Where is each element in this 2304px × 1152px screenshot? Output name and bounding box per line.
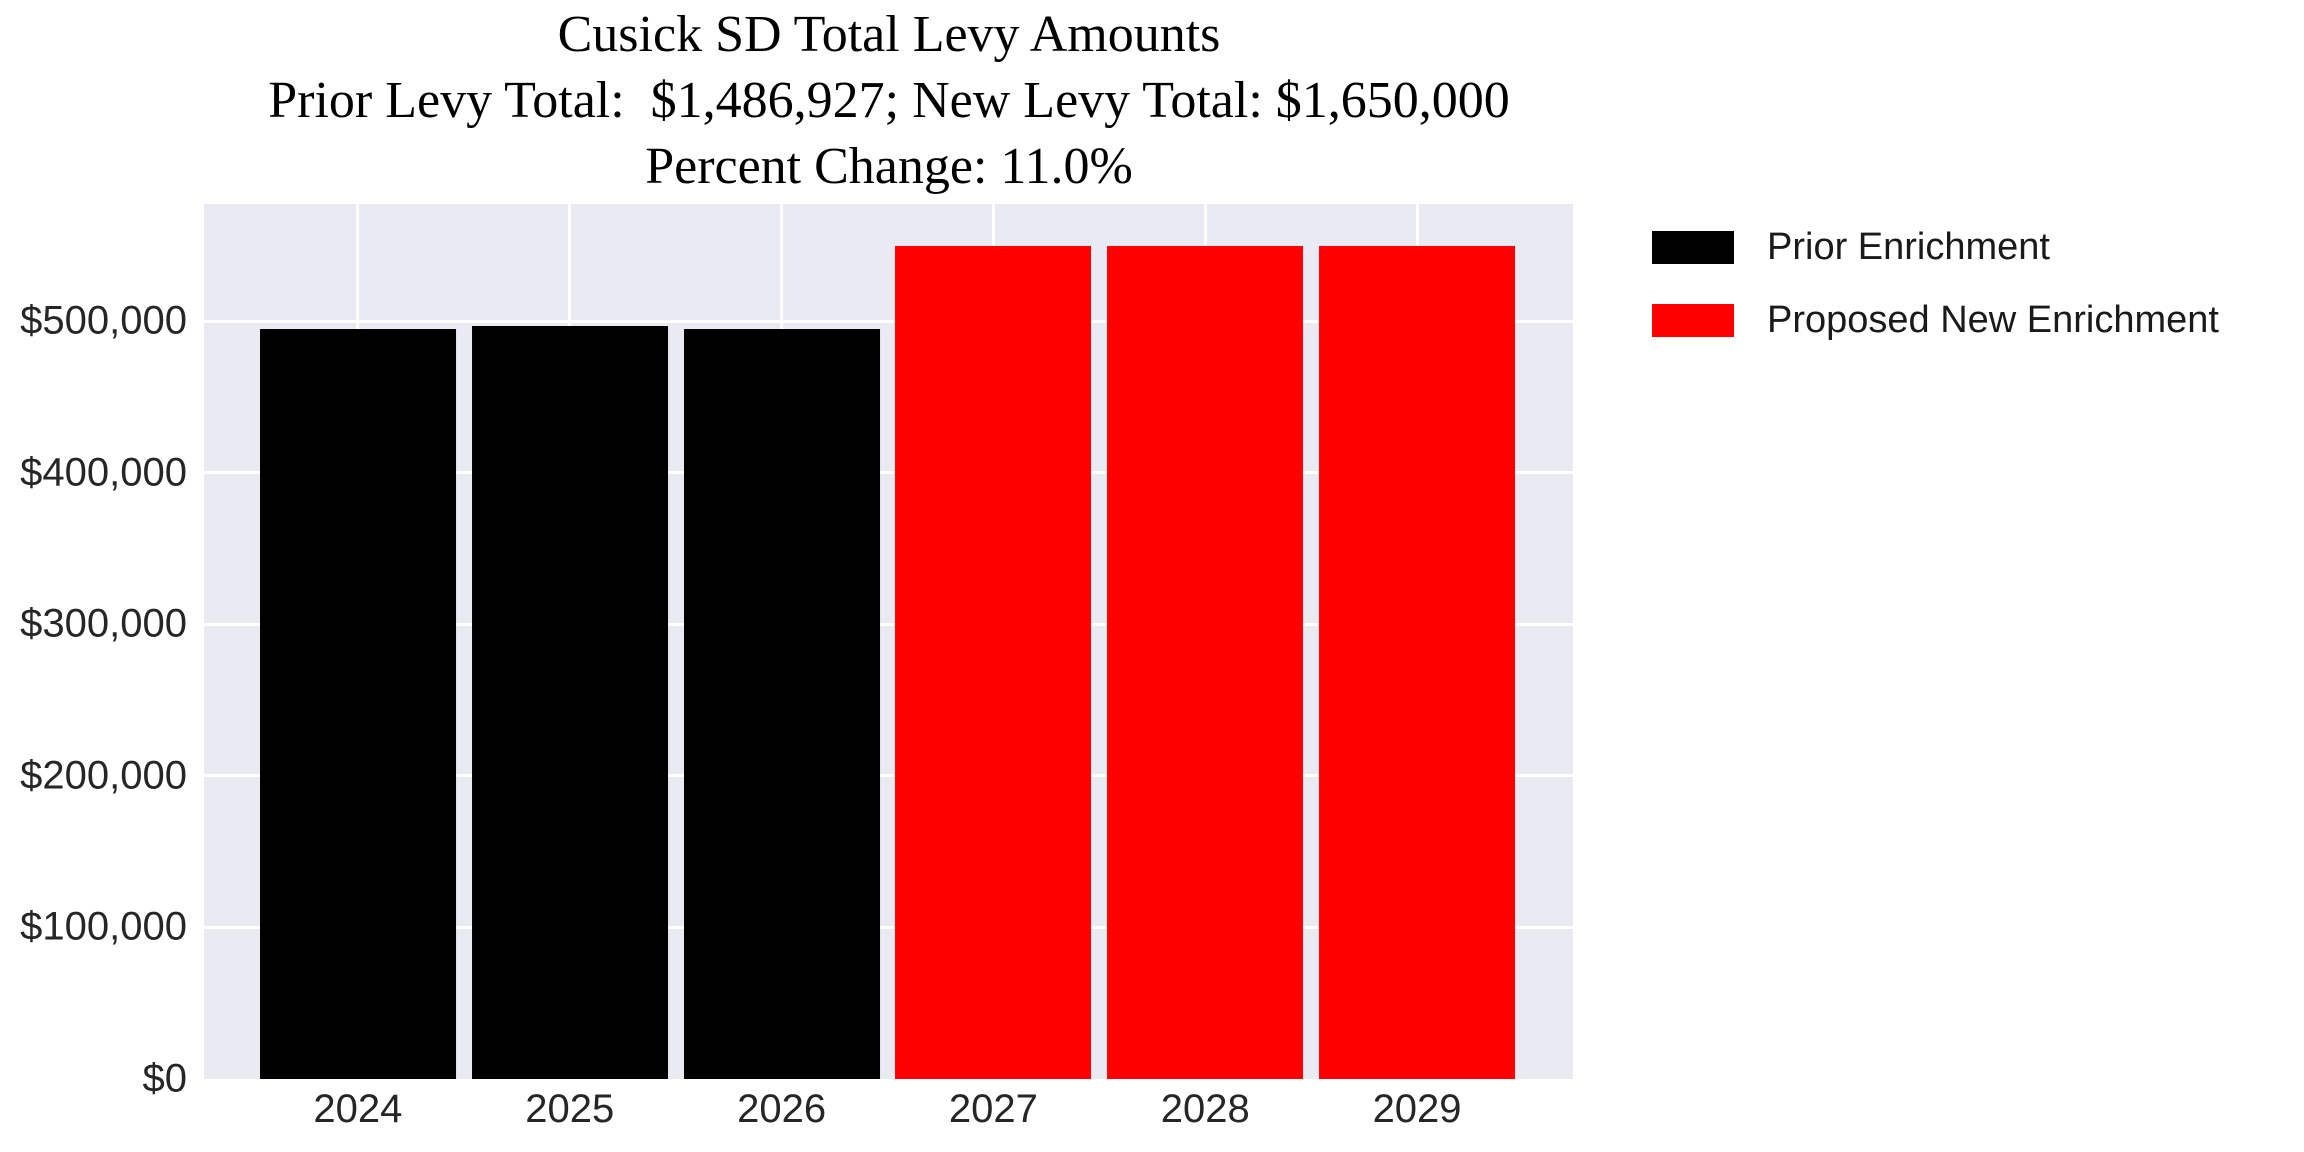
category-slot-2027 [887, 204, 1099, 1079]
legend-row: Prior Enrichment [1652, 228, 2219, 266]
h-gridline-400000 [204, 471, 1573, 475]
y-tick-label: $500,000 [20, 298, 187, 343]
y-tick-label: $200,000 [20, 753, 187, 798]
bar-2029 [1319, 245, 1516, 1079]
chart-subtitle-percent-change: Percent Change: 11.0% [645, 138, 1133, 195]
h-gridline-200000 [204, 774, 1573, 778]
legend-swatch-icon [1652, 230, 1734, 264]
chart-title: Cusick SD Total Levy Amounts [557, 6, 1221, 63]
x-axis: 2024 2025 2026 2027 2028 2029 [252, 1087, 1523, 1131]
h-gridline-100000 [204, 926, 1573, 929]
bar-2027 [895, 245, 1092, 1079]
category-slot-2028 [1099, 204, 1311, 1079]
category-slot-2026 [676, 204, 888, 1079]
chart-title-block: Cusick SD Total Levy Amounts Prior Levy … [204, 2, 1574, 200]
category-slot-2024 [252, 204, 464, 1079]
y-tick-label: $0 [142, 1056, 188, 1101]
bar-2026 [683, 329, 880, 1079]
h-gridline-300000 [204, 622, 1573, 626]
x-tick-label: 2029 [1372, 1087, 1462, 1131]
category-slot-2025 [464, 204, 676, 1079]
y-tick-label: $100,000 [20, 904, 187, 949]
bar-2025 [471, 325, 668, 1079]
y-axis: $0 $100,000 $200,000 $300,000 $400,000 $500,0… [0, 204, 187, 1101]
legend-row: Proposed New Enrichment [1652, 301, 2219, 339]
chart-subtitle-totals: Prior Levy Total: $1,486,927; New Levy T… [268, 72, 1510, 129]
legend-label: Proposed New Enrichment [1767, 299, 2219, 341]
h-gridline-500000 [204, 319, 1573, 323]
x-tick-label: 2028 [1160, 1087, 1250, 1131]
category-slot-2029 [1311, 204, 1523, 1079]
plot-area [204, 204, 1573, 1079]
y-tick-label: $300,000 [20, 601, 187, 646]
x-tick-label: 2026 [737, 1087, 827, 1131]
plot-slots [252, 204, 1523, 1079]
legend-swatch-icon [1652, 303, 1734, 337]
legend-label: Prior Enrichment [1767, 226, 2050, 268]
bar-2024 [259, 329, 456, 1079]
bar-2028 [1107, 245, 1304, 1079]
x-tick-label: 2027 [948, 1087, 1038, 1131]
legend: Prior Enrichment Proposed New Enrichment [1652, 228, 2219, 339]
y-tick-label: $400,000 [20, 450, 187, 495]
x-tick-label: 2025 [525, 1087, 615, 1131]
x-tick-label: 2024 [313, 1087, 403, 1131]
